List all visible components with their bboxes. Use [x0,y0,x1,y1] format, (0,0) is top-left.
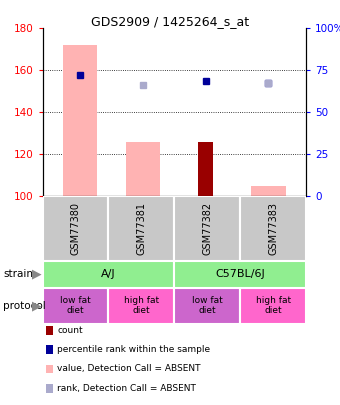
Text: strain: strain [3,269,33,279]
Text: rank, Detection Call = ABSENT: rank, Detection Call = ABSENT [57,384,196,393]
Text: percentile rank within the sample: percentile rank within the sample [57,345,210,354]
Bar [240,288,306,324]
Text: GSM77380: GSM77380 [70,202,81,255]
Text: high fat
diet: high fat diet [124,296,159,315]
Text: value, Detection Call = ABSENT: value, Detection Call = ABSENT [57,364,201,373]
Text: GSM77381: GSM77381 [136,202,146,255]
Text: GSM77383: GSM77383 [268,202,278,255]
Text: high fat
diet: high fat diet [255,296,291,315]
Text: count: count [57,326,83,335]
Bar [174,196,240,261]
Bar [240,196,306,261]
Bar [63,45,97,196]
Bar [174,288,240,324]
Text: GSM77382: GSM77382 [202,202,212,256]
Bar [198,142,214,196]
Text: C57BL/6J: C57BL/6J [215,269,265,279]
Text: ▶: ▶ [32,299,41,312]
Bar [42,196,108,261]
Text: GDS2909 / 1425264_s_at: GDS2909 / 1425264_s_at [91,15,249,28]
Bar [251,186,286,196]
Bar [174,261,306,288]
Bar [108,288,174,324]
Text: protocol: protocol [3,301,46,311]
Text: A/J: A/J [101,269,116,279]
Text: low fat
diet: low fat diet [192,296,223,315]
Bar [42,261,174,288]
Text: ▶: ▶ [32,268,41,281]
Bar [108,196,174,261]
Bar [42,288,108,324]
Text: low fat
diet: low fat diet [60,296,91,315]
Bar [125,142,160,196]
